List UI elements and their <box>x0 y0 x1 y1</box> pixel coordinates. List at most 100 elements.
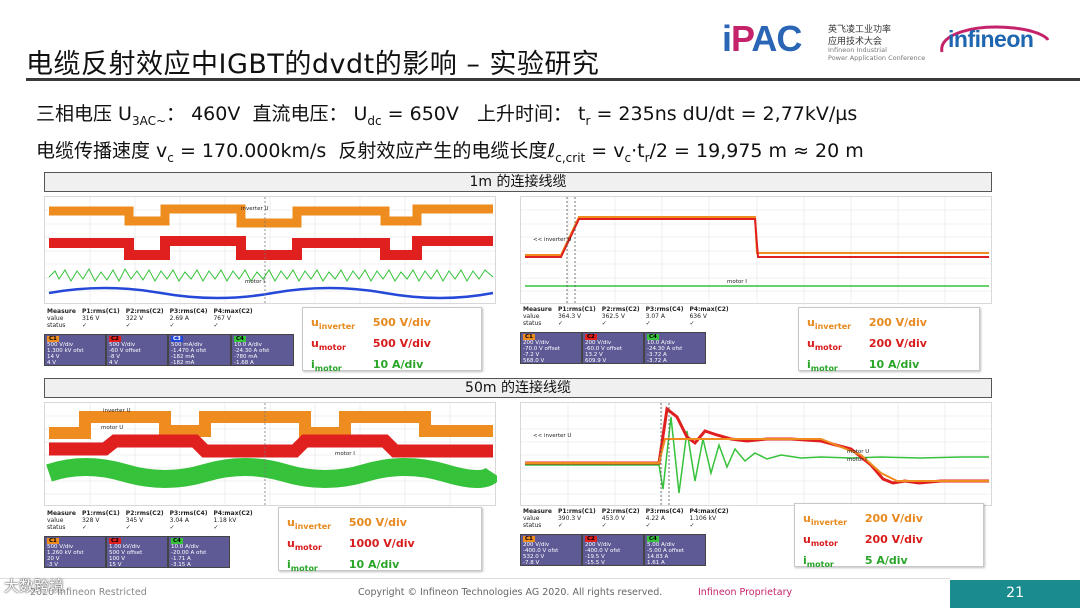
legend-row-motor-i: imotor 10 A/div <box>287 556 473 577</box>
param-text: 电缆传播速度 v <box>36 140 168 162</box>
channel-line: 200 V/div <box>523 542 550 548</box>
measure-cell: P1:rms(C1) <box>557 306 596 313</box>
channel-line: 13.2 V <box>585 352 603 358</box>
measure-cell: status <box>47 524 66 531</box>
channel-line: -3.15 A <box>171 562 191 568</box>
ipac-letter: C <box>776 18 802 59</box>
channel-line: -8 V <box>109 354 120 360</box>
legend-symbol: imotor <box>807 356 865 377</box>
legend-sym: u <box>803 533 811 547</box>
measure-cell: ✓ <box>169 322 175 329</box>
channel-line: 500 V/div <box>109 342 136 348</box>
measure-cell: ✓ <box>81 322 87 329</box>
channel-line: -3 V <box>47 562 58 568</box>
measure-cell: 2.69 A <box>169 315 189 322</box>
channel-line: -400.0 V ofst <box>585 548 621 554</box>
scope-1m-zoom: << inverter U motor I <box>520 196 993 305</box>
channel-cell-c4: C4 10.0 A/div -24.30 A ofst -3.72 A -3.72 A <box>644 332 706 364</box>
legend-symbol: uinverter <box>807 314 865 335</box>
channel-bar-1m-zoom: C1 200 V/div -70.0 V offset -7.2 V 568.0 V C… <box>520 332 706 364</box>
trace-motor-u <box>49 434 493 458</box>
channel-line: -182 mA <box>171 360 195 366</box>
legend-row-motor-i: imotor 10 A/div <box>807 356 971 377</box>
measure-cell: 1.106 kV <box>689 515 717 522</box>
legend-sub: motor <box>294 543 322 553</box>
measure-cell: P4:max(C2) <box>689 306 729 313</box>
channel-line: 1.00 kV/div <box>109 544 141 550</box>
param-text: = v <box>585 140 625 162</box>
param-text: 上升时间： t <box>477 103 586 125</box>
measure-cell: ✓ <box>213 524 219 531</box>
measure-cell: 4.22 A <box>645 515 665 522</box>
measure-cell: 767 V <box>213 315 231 322</box>
legend-value: 500 V/div <box>348 516 407 529</box>
channel-tag: C2 <box>585 334 597 340</box>
channel-line: -1.470 A ofst <box>171 348 207 354</box>
legend-sym: i <box>311 358 315 372</box>
channel-line: 500 V/div <box>47 544 74 550</box>
measure-table-1m-zoom: Measure P1:rms(C1) P2:rms(C2) P3:rms(C4) P4:… <box>520 306 732 327</box>
measure-cell: ✓ <box>557 320 563 327</box>
scope-grid <box>521 403 993 507</box>
legend-row-motor-i: imotor 5 A/div <box>803 552 975 573</box>
measure-cell: ✓ <box>645 522 651 529</box>
measure-cell: P2:rms(C2) <box>125 308 164 315</box>
channel-line: 10.0 A/div <box>171 544 199 550</box>
channel-line: -24.30 A ofst <box>234 348 270 354</box>
legend-symbol: umotor <box>311 335 369 356</box>
channel-line: -70.0 V offset <box>523 346 561 352</box>
trace-label-inverter-u: << inverter U <box>533 433 571 439</box>
channel-bar-50m-long: C1 500 V/div 1.260 kV ofst 20 V -3 V C2 1.00 … <box>44 536 230 568</box>
legend-value: 200 V/div <box>864 533 923 547</box>
legend-sym: i <box>803 554 807 568</box>
measure-cell: 345 V <box>125 517 144 524</box>
ipac-logo: iPAC 英飞凌工业功率 应用技术大会 Infineon Industrial … <box>722 18 928 64</box>
channel-tag: C4 <box>647 334 659 340</box>
measure-cell: P1:rms(C1) <box>557 508 596 515</box>
legend-sym: u <box>803 512 811 525</box>
channel-line: 20 V <box>47 556 60 562</box>
measure-cell: status <box>47 322 66 329</box>
measure-cell: ✓ <box>601 320 607 327</box>
legend-50m-zoom: uinverter 200 V/div umotor 200 V/div imo… <box>794 503 984 570</box>
trace-label-inverter-u: inverter U <box>103 408 131 414</box>
measure-cell: 636 V <box>689 313 707 320</box>
channel-line: 532.0 V <box>523 554 545 560</box>
trace-label-motor-i: motor I <box>335 451 355 457</box>
legend-sym: i <box>287 558 291 572</box>
measure-cell: 322 V <box>125 315 144 322</box>
trace-label-motor-i: motor I <box>245 279 265 285</box>
infineon-swoosh-icon <box>940 25 1050 53</box>
measure-cell: status <box>523 320 542 327</box>
legend-row-inverter: uinverter 500 V/div <box>311 314 473 335</box>
title-divider <box>26 78 1080 81</box>
legend-1m-zoom: uinverter 200 V/div umotor 200 V/div imo… <box>798 307 980 374</box>
channel-line: -15.5 V <box>585 560 605 566</box>
param-line-voltages: 三相电压 U3AC~： 460V 直流电压： Udc = 650V 上升时间： … <box>36 99 857 128</box>
trace-inverter-u <box>525 438 989 482</box>
legend-sub: inverter <box>814 322 852 332</box>
scope-50m-zoom: << inverter U motor U motor I <box>520 402 993 507</box>
channel-line: 4 V <box>109 360 119 366</box>
legend-sub: inverter <box>318 322 356 332</box>
channel-line: 568.0 V <box>523 358 545 364</box>
channel-line: 609.9 V <box>585 358 607 364</box>
measure-cell: Measure <box>523 306 552 313</box>
legend-sym: u <box>807 337 815 351</box>
infineon-wordmark: infineon <box>948 26 1034 52</box>
measure-cell: value <box>47 315 64 322</box>
ipac-en-line-2: Power Application Conference <box>828 54 926 62</box>
channel-line: -7.2 V <box>523 352 540 358</box>
channel-line: 10.0 A/div <box>647 340 675 346</box>
measure-table-50m-long: Measure P1:rms(C1) P2:rms(C2) P3:rms(C4) P4:… <box>44 510 256 531</box>
channel-line: 15 V <box>109 562 122 568</box>
channel-line: 100 V <box>109 556 126 562</box>
legend-sub: motor <box>290 564 318 574</box>
legend-row-motor-i: imotor 10 A/div <box>311 356 473 377</box>
measure-cell: ✓ <box>689 522 695 529</box>
legend-sub: motor <box>318 343 346 353</box>
channel-line: -5.00 A offset <box>647 548 685 554</box>
channel-line: 14.83 A <box>647 554 669 560</box>
param-sub: 3AC~ <box>131 113 167 128</box>
footer-proprietary: Infineon Proprietary <box>698 587 793 598</box>
